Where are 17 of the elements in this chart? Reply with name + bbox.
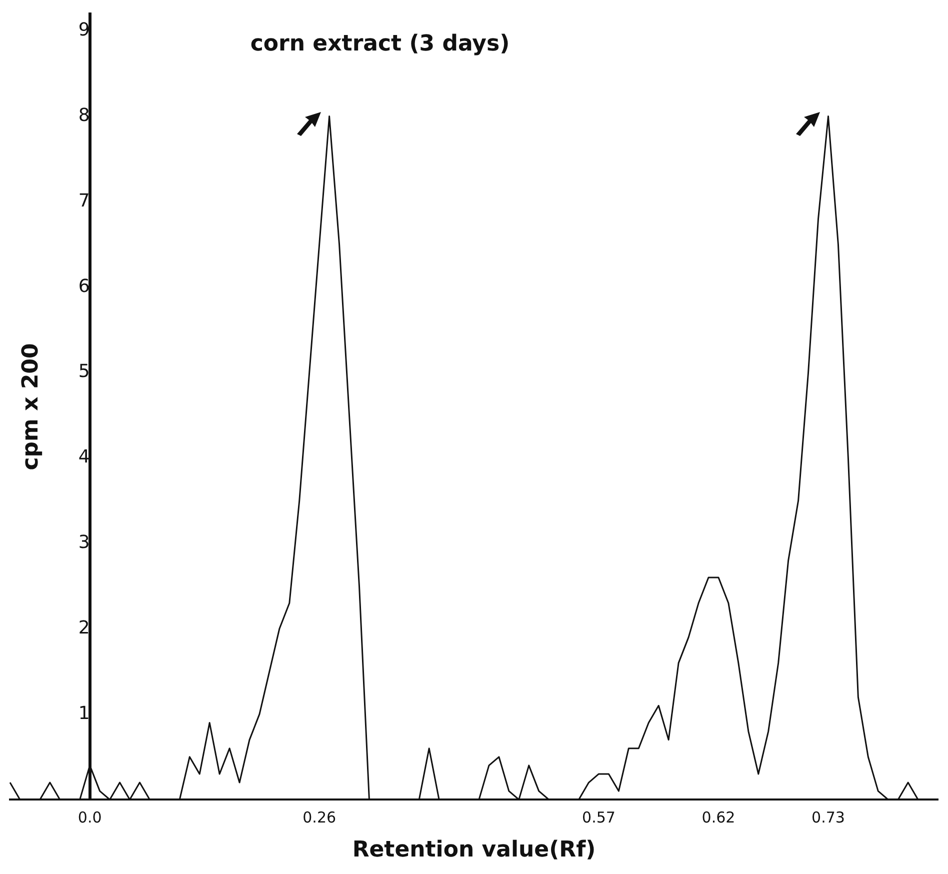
- y-tick-label: 6: [78, 276, 90, 297]
- y-tick-label: 7: [78, 190, 90, 212]
- y-tick-label: 5: [78, 361, 90, 382]
- y-tick-label: 8: [78, 104, 90, 126]
- x-tick-label: 0.26: [302, 808, 336, 826]
- x-tick-label: 0.57: [582, 808, 616, 826]
- x-axis-title: Retention value(Rf): [352, 838, 596, 863]
- x-tick-label: 0.73: [812, 808, 845, 826]
- y-tick-label: 2: [78, 617, 90, 638]
- y-tick-label: 4: [78, 446, 90, 468]
- x-tick-label: 0.62: [702, 808, 736, 826]
- y-tick-label: 3: [78, 532, 90, 554]
- x-tick-label: 0.0: [78, 808, 102, 826]
- y-axis-title: cpm x 200: [18, 343, 44, 470]
- y-tick-label: 1: [78, 702, 90, 724]
- text: corn extract (3 days): [250, 32, 510, 57]
- y-tick-label: 9: [78, 20, 90, 41]
